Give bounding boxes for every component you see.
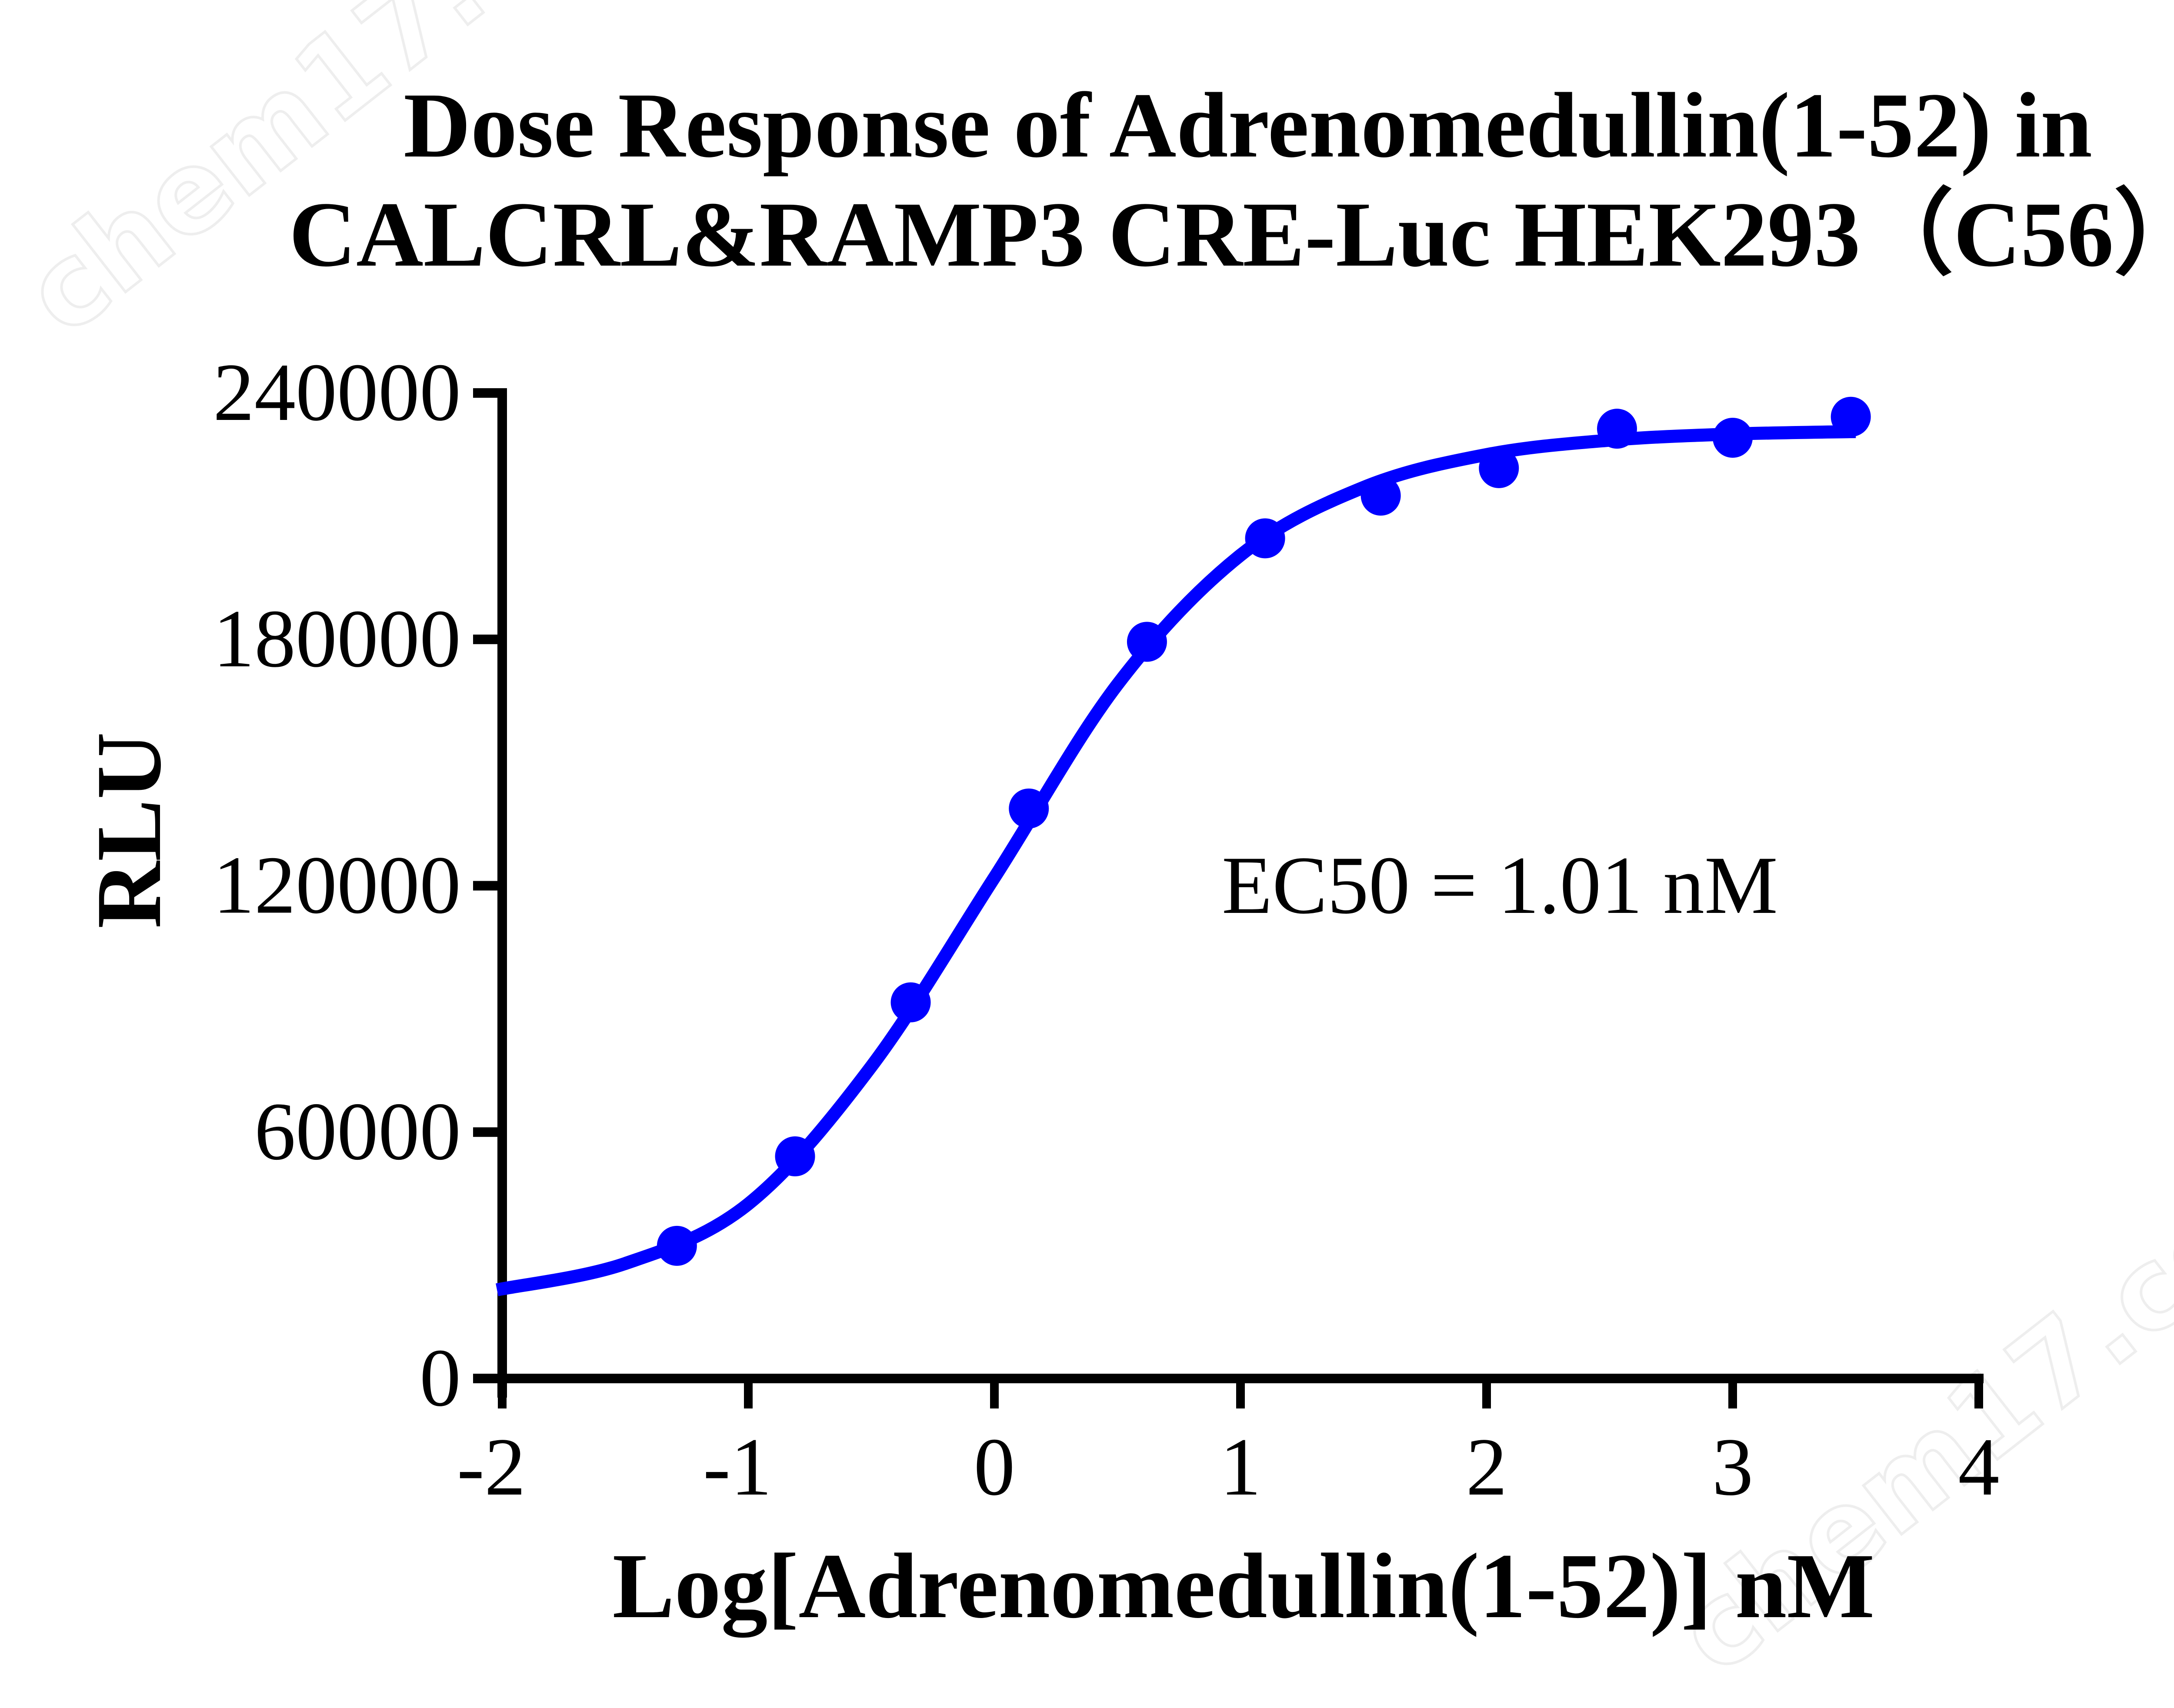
x-tick-label: 4 bbox=[1958, 1422, 2000, 1513]
data-point bbox=[1127, 622, 1167, 662]
data-point bbox=[1479, 448, 1519, 488]
data-point bbox=[1713, 417, 1753, 458]
x-tick-label: 0 bbox=[974, 1422, 1015, 1513]
data-point bbox=[1360, 476, 1401, 516]
x-tick-label: 3 bbox=[1712, 1422, 1754, 1513]
x-tick-label: -2 bbox=[457, 1422, 526, 1513]
data-point bbox=[1831, 396, 1871, 437]
x-axis-ticks: -2 -1 0 1 2 3 4 bbox=[457, 1378, 2000, 1513]
y-tick-label: 240000 bbox=[213, 347, 461, 438]
data-point bbox=[1009, 788, 1049, 829]
data-point bbox=[775, 1136, 815, 1176]
y-tick-label: 180000 bbox=[213, 593, 461, 685]
y-axis: 0 60000 120000 180000 240000 bbox=[213, 347, 507, 1424]
chart-title-line-2: CALCRL&RAMP3 CRE-Luc HEK293（C56） bbox=[289, 183, 2174, 286]
data-points bbox=[657, 396, 1871, 1266]
x-axis-title: Log[Adrenomedullin(1-52)] nM bbox=[613, 1535, 1875, 1638]
y-tick-label: 60000 bbox=[254, 1086, 461, 1177]
data-point bbox=[657, 1225, 697, 1266]
x-tick-label: 1 bbox=[1220, 1422, 1261, 1513]
y-axis-title: RLU bbox=[77, 732, 180, 929]
y-tick-label: 0 bbox=[420, 1332, 461, 1424]
data-point bbox=[1597, 409, 1637, 449]
y-tick-label: 120000 bbox=[213, 840, 461, 931]
y-axis-ticks: 0 60000 120000 180000 240000 bbox=[213, 347, 502, 1424]
ec50-annotation: EC50 = 1.01 nM bbox=[1222, 840, 1778, 931]
x-tick-label: -1 bbox=[703, 1422, 772, 1513]
chart-title-line-1: Dose Response of Adrenomedullin(1-52) in bbox=[403, 74, 2092, 177]
watermark-top-left: chem17.com bbox=[1, 0, 716, 360]
x-tick-label: 2 bbox=[1466, 1422, 1507, 1513]
x-axis: -2 -1 0 1 2 3 4 bbox=[457, 1374, 2000, 1513]
data-point bbox=[1245, 518, 1285, 559]
data-point bbox=[890, 982, 931, 1022]
